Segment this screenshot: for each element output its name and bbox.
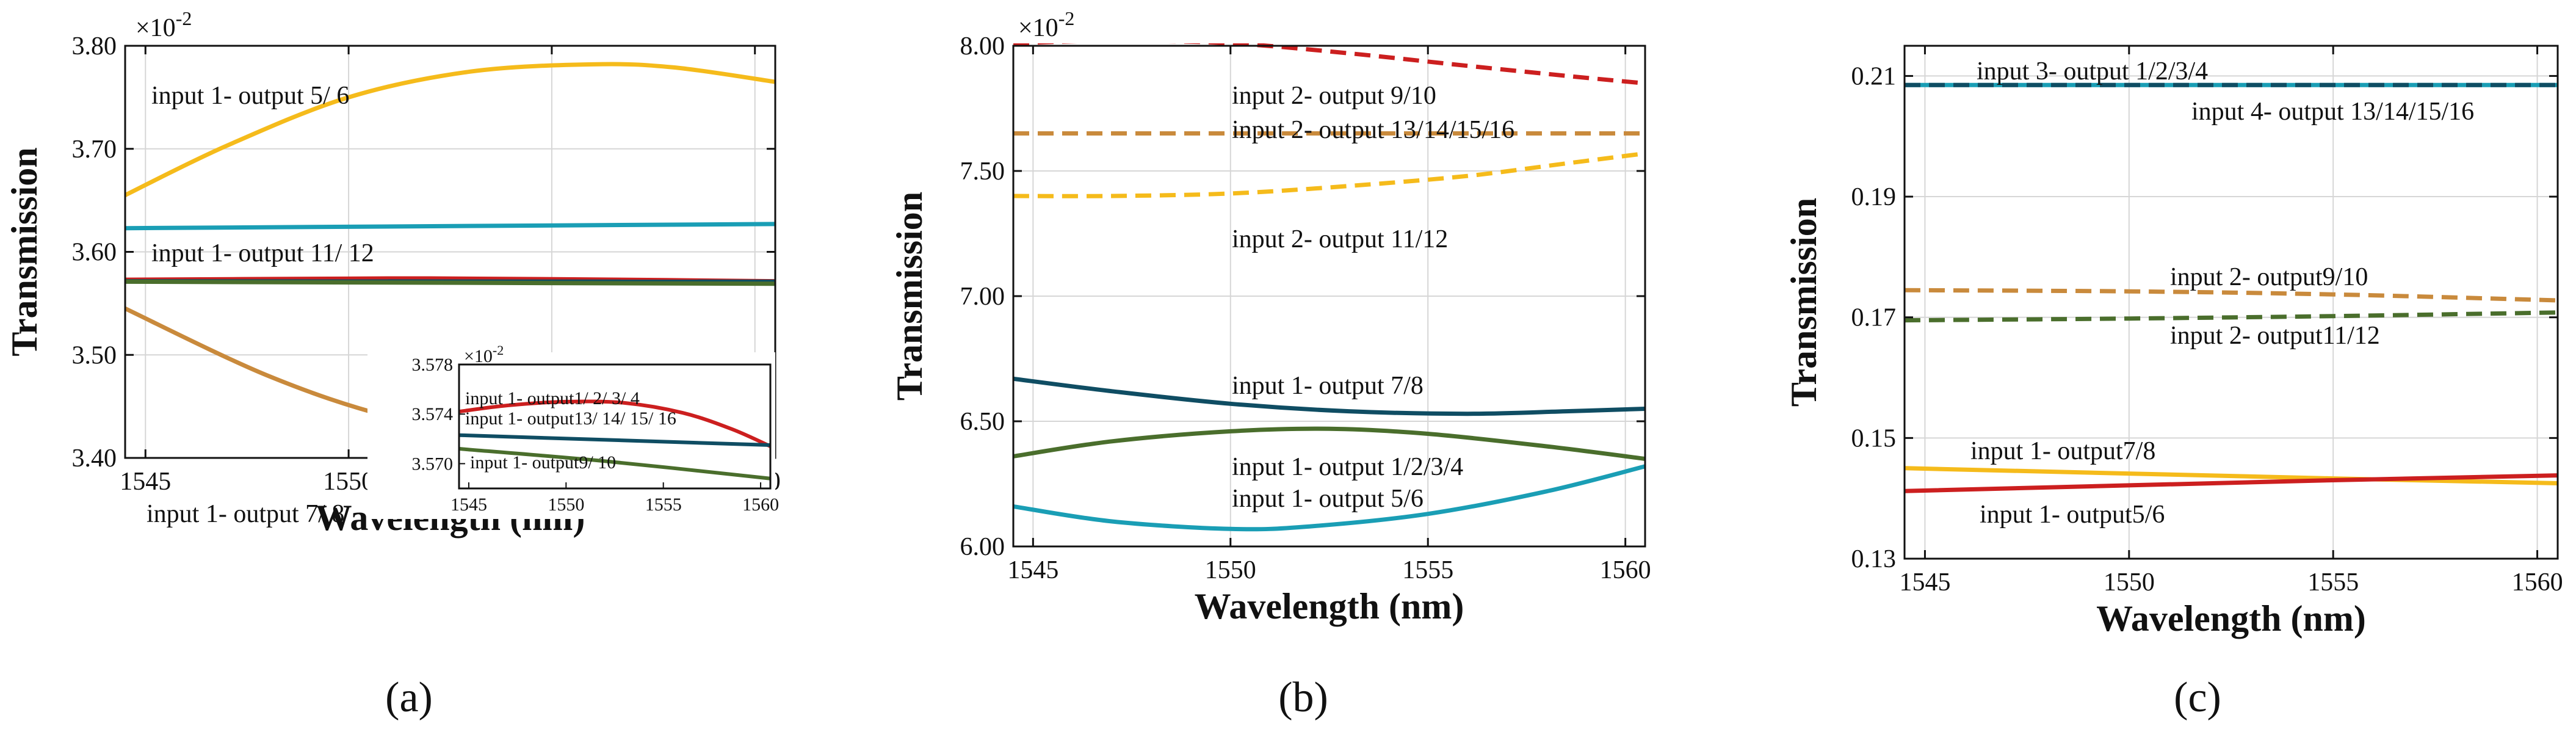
- y-tick-label: 7.00: [960, 283, 1005, 311]
- x-tick-label: 1545: [1007, 556, 1058, 584]
- x-tick-label: 1545: [1899, 568, 1950, 597]
- series-label-5: input 1- output 1/2/3/4: [1232, 453, 1463, 481]
- inset-background: [367, 352, 775, 519]
- series-label-6: input 1- output 7/ 8: [147, 500, 344, 528]
- inset-y-tick-label: 3.578: [412, 355, 454, 375]
- series-line-3: [1905, 288, 2558, 303]
- x-tick-label: 1545: [120, 468, 171, 496]
- series-label-4: input 1- output 7/8: [1232, 372, 1424, 400]
- series-group: [1905, 82, 2558, 493]
- series-label-6: input 1- output 5/6: [1232, 485, 1424, 513]
- y-tick-label: 0.15: [1851, 424, 1897, 452]
- series-label-3: input 2- output9/10: [2170, 263, 2368, 291]
- multiplier-exponent: -2: [1058, 7, 1075, 29]
- y-multiplier: ×10-2: [1018, 7, 1074, 42]
- inset-x-tick-label: 1560: [742, 495, 779, 515]
- plot-frame: [1903, 45, 2559, 560]
- x-tick-label: 1560: [2512, 568, 2563, 597]
- inset-series-line-1: [459, 399, 770, 448]
- inset-chart: 1545 1550 1555 1560 3.570 3.574 3.578 ×10-2 inpu…: [367, 343, 779, 519]
- panel-label: (a): [385, 674, 433, 721]
- panel-label: (b): [1278, 674, 1328, 721]
- x-tick-label: 1560: [1600, 556, 1651, 584]
- inset-y-multiplier: ×10-2: [464, 343, 504, 366]
- series-line-1: [125, 62, 775, 197]
- y-tick-label: 6.00: [960, 533, 1005, 561]
- y-tick-label: 7.50: [960, 158, 1005, 186]
- series-label-1: input 3- output 1/2/3/4: [1977, 57, 2208, 85]
- x-tick-label: 1555: [1402, 556, 1453, 584]
- series-label-2: input 1- output 11/ 12: [151, 239, 374, 267]
- series-line-2: [125, 222, 775, 231]
- y-multiplier: ×10-2: [136, 7, 192, 42]
- y-tick-label: 0.13: [1851, 545, 1897, 573]
- x-tick-label: 1550: [1205, 556, 1256, 584]
- y-axis-title: Transmission: [1784, 198, 1824, 407]
- x-axis-title: Wavelength (nm): [1195, 586, 1464, 626]
- series-line-3: [1013, 151, 1645, 198]
- y-tick-label: 0.17: [1851, 304, 1897, 332]
- series-label-2: input 4- output 13/14/15/16: [2191, 98, 2474, 126]
- series-line-1: [1013, 43, 1645, 85]
- panel-c: 1545 1550 1555 1560 0.13 0.15 0.17 0.19 0.21 Wave…: [1784, 45, 2563, 721]
- series-label-6: input 1- output5/6: [1980, 501, 2165, 529]
- series-line-5: [125, 279, 775, 286]
- series-label-3: input 2- output 11/12: [1232, 225, 1448, 253]
- y-tick-label: 8.00: [960, 32, 1005, 60]
- y-tick-label: 0.19: [1851, 183, 1897, 211]
- inset-multiplier-exponent: -2: [493, 343, 504, 358]
- inset-y-tick-label: 3.570: [412, 454, 454, 474]
- panel-a: 15451550155515603.403.503.603.703.80×10-…: [4, 7, 781, 721]
- multiplier-exponent: -2: [176, 7, 192, 29]
- multiplier-base: ×10: [1018, 14, 1058, 42]
- y-tick-label: 3.60: [72, 239, 117, 267]
- inset-frame: [458, 363, 772, 490]
- x-axis-title: Wavelength (nm): [2096, 598, 2366, 639]
- series-line-4: [1013, 376, 1645, 416]
- series-label-4: input 2- output11/12: [2170, 322, 2380, 350]
- inset-series-line-3: [459, 447, 770, 481]
- series-label-1: input 2- output 9/10: [1232, 82, 1436, 110]
- y-tick-label: 6.50: [960, 408, 1005, 436]
- x-tick-label: 1550: [2104, 568, 2155, 597]
- inset-y-tick-label: 3.574: [412, 404, 454, 424]
- panel-b: 1545 1550 1555 1560 6.00 6.50 7.00 7.50 8.00 ×10-…: [889, 7, 1651, 721]
- y-axis-title: Transmission: [889, 192, 930, 401]
- y-tick-label: 3.80: [72, 32, 117, 60]
- series-line-5: [1013, 426, 1645, 461]
- y-tick-label: 3.40: [72, 444, 117, 473]
- inset-series-line-2: [459, 433, 770, 447]
- series-label-2: input 2- output 13/14/15/16: [1232, 116, 1514, 144]
- y-tick-label: 3.70: [72, 136, 117, 164]
- series-line-6: [1905, 473, 2558, 493]
- inset-x-tick-label: 1550: [548, 495, 584, 515]
- y-tick-label: 0.21: [1851, 62, 1897, 90]
- series-label-1: input 1- output 5/ 6: [151, 82, 349, 110]
- y-tick-label: 3.50: [72, 341, 117, 369]
- inset-series-group: [459, 399, 770, 481]
- x-tick-label: 1550: [323, 468, 374, 496]
- series-line-5: [1905, 466, 2558, 485]
- x-tick-label: 1555: [2307, 568, 2359, 597]
- inset-series-label-2: input 1- output13/ 14/ 15/ 16: [465, 408, 676, 429]
- y-axis-title: Transmission: [4, 147, 45, 356]
- inset-multiplier-base: ×10: [464, 346, 493, 366]
- inset-x-tick-label: 1545: [450, 495, 487, 515]
- series-line-6: [1013, 464, 1645, 532]
- series-group: [1013, 43, 1645, 532]
- inset-series-label-3: input 1- output9/ 10: [470, 452, 616, 473]
- multiplier-base: ×10: [136, 14, 176, 42]
- series-label-5: input 1- output7/8: [1970, 437, 2155, 465]
- panel-label: (c): [2174, 674, 2221, 721]
- series-line-4: [1905, 310, 2558, 323]
- inset-x-tick-label: 1555: [645, 495, 682, 515]
- inset-series-label-1: input 1- output1/ 2/ 3/ 4: [465, 388, 640, 408]
